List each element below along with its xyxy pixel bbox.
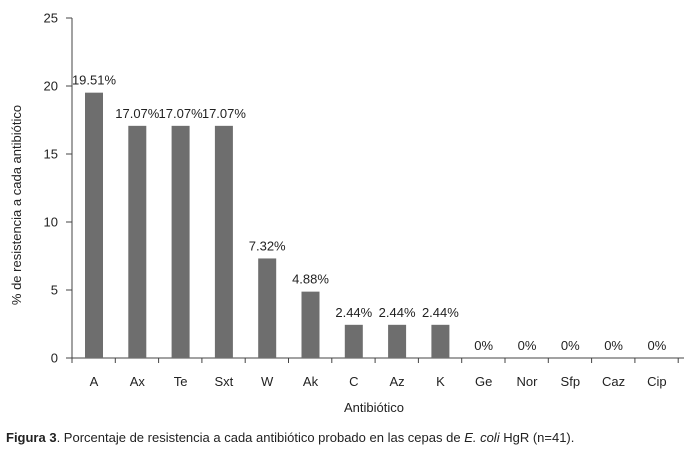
x-axis: A Ax Te Sxt W Ak C Az K Ge Nor Sfp Caz Cip	[71, 357, 684, 389]
data-label: 17.07%	[115, 106, 160, 121]
x-tick-label: W	[261, 374, 274, 389]
data-labels: 19.51%17.07% 17.07% 17.07%7.32%4.88%2.44% 2…	[72, 73, 667, 353]
y-tick-label: 10	[44, 215, 58, 230]
data-label: 17.07%	[202, 106, 247, 121]
x-tick-label: Az	[390, 374, 405, 389]
bar-te	[171, 125, 190, 359]
x-tick-label: A	[90, 374, 99, 389]
data-label: 2.44%	[379, 305, 416, 320]
bar-a	[85, 92, 103, 358]
figure-caption: Figura 3. Porcentaje de resistencia a ca…	[6, 430, 574, 445]
bar-w	[258, 258, 277, 358]
data-label: 17.07%	[159, 106, 204, 121]
x-tick-label: Te	[174, 374, 188, 389]
data-label: 4.88%	[292, 272, 329, 287]
x-tick-label: C	[349, 374, 358, 389]
bar-k	[431, 324, 450, 358]
x-tick-label: Nor	[517, 374, 539, 389]
data-label: 0%	[518, 338, 537, 353]
x-tick-label: Ge	[475, 374, 492, 389]
x-tick-label: Caz	[602, 374, 625, 389]
bar-az	[388, 324, 407, 358]
x-tick-label: Ak	[303, 374, 319, 389]
caption-text-before: . Porcentaje de resistencia a cada antib…	[56, 430, 465, 445]
x-tick-label: Cip	[647, 374, 667, 389]
y-tick-label: 5	[51, 283, 58, 298]
x-tick-label: Sxt	[215, 374, 234, 389]
bars	[85, 92, 450, 359]
data-label: 7.32%	[249, 238, 286, 253]
data-label: 0%	[604, 338, 623, 353]
y-tick-label: 25	[44, 11, 58, 26]
x-tick-label: Ax	[130, 374, 146, 389]
caption-text-after: HgR (n=41).	[499, 430, 575, 445]
data-label: 0%	[648, 338, 667, 353]
x-tick-label: Sfp	[561, 374, 581, 389]
data-label: 19.51%	[72, 73, 117, 88]
bar-chart: 0 5 10 15 20 25 A Ax Te Sxt W Ak C Az K Ge Nor Sfp Caz Cip…	[9, 11, 684, 415]
data-label: 0%	[474, 338, 493, 353]
y-tick-label: 0	[51, 351, 58, 366]
x-axis-title: Antibiótico	[344, 400, 404, 415]
y-axis-title: % de resistencia a cada antibiótico	[9, 105, 24, 305]
bar-ax	[128, 125, 147, 359]
y-tick-label: 15	[44, 147, 58, 162]
y-axis: 0 5 10 15 20 25	[44, 11, 73, 366]
data-label: 2.44%	[335, 305, 372, 320]
caption-species: E. coli	[464, 430, 500, 445]
figure-label: Figura 3	[6, 430, 57, 445]
x-tick-label: K	[436, 374, 445, 389]
data-label: 0%	[561, 338, 580, 353]
bar-c	[344, 324, 363, 358]
data-label: 2.44%	[422, 305, 459, 320]
y-tick-label: 20	[44, 79, 58, 94]
bar-ak	[301, 291, 320, 358]
bar-sxt	[214, 125, 233, 359]
